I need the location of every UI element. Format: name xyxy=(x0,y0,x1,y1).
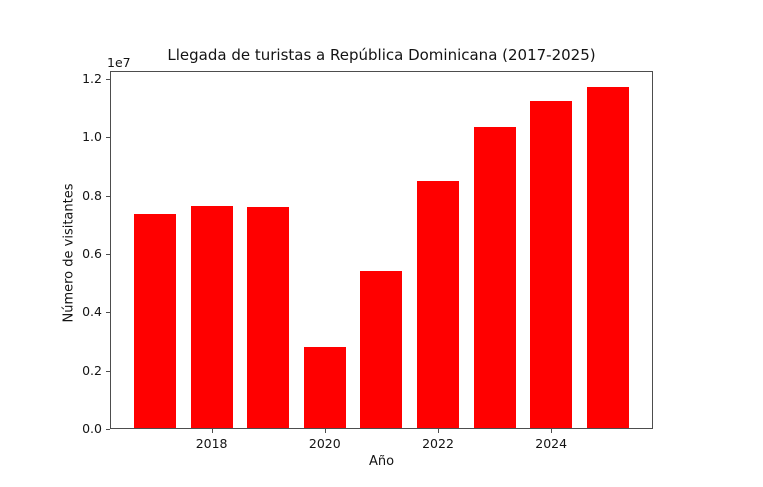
y-tick-mark xyxy=(106,370,110,372)
plot-area xyxy=(110,71,653,429)
bar-2019 xyxy=(247,206,290,428)
y-tick-mark xyxy=(106,79,110,80)
bar-2022 xyxy=(417,181,459,428)
y-tick-label: 1.0 xyxy=(82,129,102,145)
x-tick-mark xyxy=(551,429,553,433)
bar-2018 xyxy=(190,206,233,428)
y-tick-mark xyxy=(106,137,110,139)
y-tick-label: 0.6 xyxy=(82,246,102,261)
y-axis-offset-label: 1e7 xyxy=(107,55,131,70)
y-tick-label: 0.8 xyxy=(82,187,102,203)
bar-2024 xyxy=(530,100,573,428)
y-tick-label: 1.2 xyxy=(82,71,102,86)
x-tick-label: 2018 xyxy=(195,436,228,451)
bar-2023 xyxy=(473,127,516,428)
x-tick-mark xyxy=(324,429,326,433)
x-tick-label: 2020 xyxy=(308,436,341,451)
chart-title: Llegada de turistas a República Dominica… xyxy=(167,46,596,64)
y-tick-mark xyxy=(106,195,110,197)
y-tick-label: 0.4 xyxy=(82,304,102,320)
x-tick-mark xyxy=(438,429,439,433)
y-tick-mark xyxy=(106,429,110,430)
x-axis-label: Año xyxy=(368,454,395,469)
y-tick-mark xyxy=(106,312,110,314)
y-tick-label: 0.0 xyxy=(82,421,102,436)
bar-2020 xyxy=(303,346,346,428)
y-tick-mark xyxy=(106,254,110,255)
x-tick-label: 2022 xyxy=(422,436,454,451)
x-tick-label: 2024 xyxy=(535,436,568,451)
bar-2021 xyxy=(360,271,403,428)
x-tick-mark xyxy=(211,429,213,433)
y-tick-label: 0.2 xyxy=(82,362,102,378)
bar-2025 xyxy=(586,87,629,428)
bar-2017 xyxy=(134,213,176,428)
